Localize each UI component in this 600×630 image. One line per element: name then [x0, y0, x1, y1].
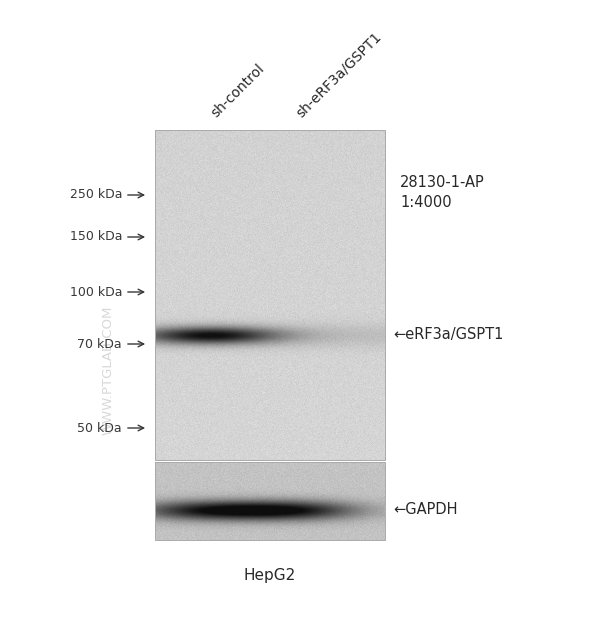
Bar: [155, 462, 385, 540]
Text: sh-eRF3a/GSPT1: sh-eRF3a/GSPT1: [293, 30, 383, 120]
Text: sh-control: sh-control: [208, 61, 267, 120]
Text: ←eRF3a/GSPT1: ←eRF3a/GSPT1: [393, 328, 503, 343]
Text: ←GAPDH: ←GAPDH: [393, 503, 458, 517]
Text: 50 kDa: 50 kDa: [77, 421, 122, 435]
Text: HepG2: HepG2: [244, 568, 296, 583]
Text: 28130-1-AP
1:4000: 28130-1-AP 1:4000: [400, 175, 485, 210]
Text: 70 kDa: 70 kDa: [77, 338, 122, 350]
Bar: [155, 130, 385, 460]
Text: 100 kDa: 100 kDa: [70, 285, 122, 299]
Text: 250 kDa: 250 kDa: [70, 188, 122, 202]
Text: WWW.PTGLAB.COM: WWW.PTGLAB.COM: [101, 306, 115, 435]
Text: 150 kDa: 150 kDa: [70, 231, 122, 244]
